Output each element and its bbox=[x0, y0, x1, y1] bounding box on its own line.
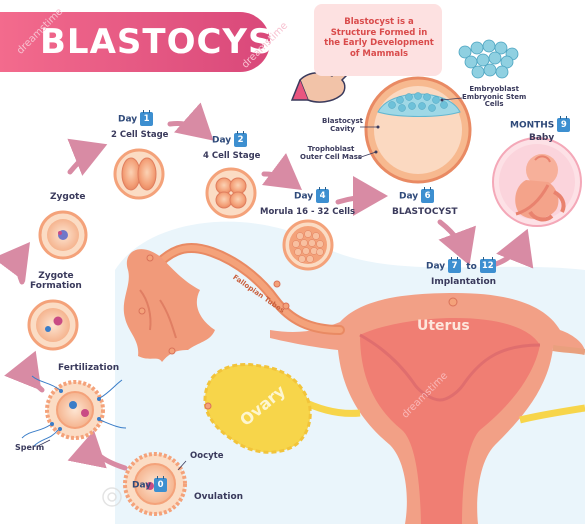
info-box bbox=[314, 4, 442, 76]
info-box-text: Blastocyst is a Structure Formed in the … bbox=[324, 17, 434, 59]
two-cell-label: 2 Cell Stage bbox=[111, 130, 169, 140]
fertilization-label: Fertilization bbox=[58, 363, 120, 373]
day-4-tag: Day 4 bbox=[294, 187, 330, 203]
day-badge: 2 bbox=[234, 131, 248, 147]
arrow-fertilization-to-formation bbox=[4, 350, 45, 393]
sperm-label: Sperm bbox=[15, 443, 45, 452]
four-cell-embryo bbox=[205, 167, 257, 219]
page-title: BLASTOCYST bbox=[40, 22, 298, 62]
baby-graphic bbox=[492, 137, 582, 227]
arrow-zygote-to-two-cell bbox=[67, 138, 108, 176]
arrow-four-cell-to-morula bbox=[261, 153, 303, 190]
day-7-12-tag: Day 7 to 12 bbox=[426, 257, 496, 273]
blastocyst-graphic bbox=[357, 76, 472, 184]
zygote-formation-cell bbox=[27, 299, 79, 351]
day-1-tag: Day 1 bbox=[118, 110, 154, 126]
day-badge: 0 bbox=[154, 476, 168, 492]
embryoblast-label: Embryoblast Embryonic Stem Cells bbox=[462, 85, 527, 109]
fimbriae-details bbox=[139, 289, 177, 339]
trophoblast-label: Trophoblast Outer Cell Mass bbox=[300, 145, 363, 161]
arrow-blastocyst-to-implantation bbox=[437, 219, 476, 266]
day-badge: 4 bbox=[316, 187, 330, 203]
implantation-label: Implantation bbox=[431, 277, 497, 287]
day-badge: 6 bbox=[421, 187, 435, 203]
implantation-site bbox=[448, 297, 458, 307]
zygote-cell bbox=[38, 210, 88, 260]
oocyte-label: Oocyte bbox=[190, 451, 224, 461]
fertilization-cell bbox=[21, 375, 127, 447]
day-badge: 12 bbox=[479, 257, 496, 273]
months-9-tag: MONTHS 9 bbox=[510, 116, 571, 132]
uterus-label: Uterus bbox=[417, 318, 470, 334]
arrow-implantation-to-baby bbox=[493, 228, 534, 269]
day-6-tag: Day 6 bbox=[399, 187, 435, 203]
day-badge: 7 bbox=[448, 257, 462, 273]
arrow-two-cell-to-four-cell bbox=[167, 102, 214, 141]
four-cell-label: 4 Cell Stage bbox=[203, 151, 261, 161]
ovulation-label: Ovulation bbox=[194, 492, 244, 502]
ovary-graphic bbox=[203, 363, 312, 454]
day-badge: 1 bbox=[140, 110, 154, 126]
morula-label: Morula 16 - 32 Cells bbox=[260, 207, 356, 217]
day-badge: 9 bbox=[557, 116, 571, 132]
arrow-morula-to-blastocyst bbox=[335, 176, 388, 217]
zygote-label: Zygote bbox=[50, 192, 86, 202]
process-arrows bbox=[0, 102, 534, 471]
two-cell-embryo bbox=[113, 148, 165, 200]
tube-eggs bbox=[138, 254, 290, 410]
day-2-tag: Day 2 bbox=[212, 131, 248, 147]
fimbriae bbox=[123, 249, 215, 362]
zygote-formation-label: Zygote Formation bbox=[30, 271, 82, 291]
morula-embryo bbox=[282, 219, 334, 271]
arrow-formation-to-zygote bbox=[0, 241, 30, 285]
arrow-oocyte-to-fertilization bbox=[67, 430, 128, 471]
blastocyst-label: BLASTOCYST bbox=[392, 207, 458, 217]
blastocyst-cavity-label: Blastocyst Cavity bbox=[322, 117, 364, 133]
uterus-graphic bbox=[270, 293, 585, 524]
embryoblast-cluster bbox=[458, 39, 519, 79]
day-0-tag: Day 0 bbox=[132, 476, 168, 492]
right-ovary-ligament bbox=[519, 404, 585, 424]
title-banner bbox=[0, 12, 270, 72]
right-tube bbox=[552, 345, 585, 355]
baby-label: Baby bbox=[529, 133, 555, 143]
